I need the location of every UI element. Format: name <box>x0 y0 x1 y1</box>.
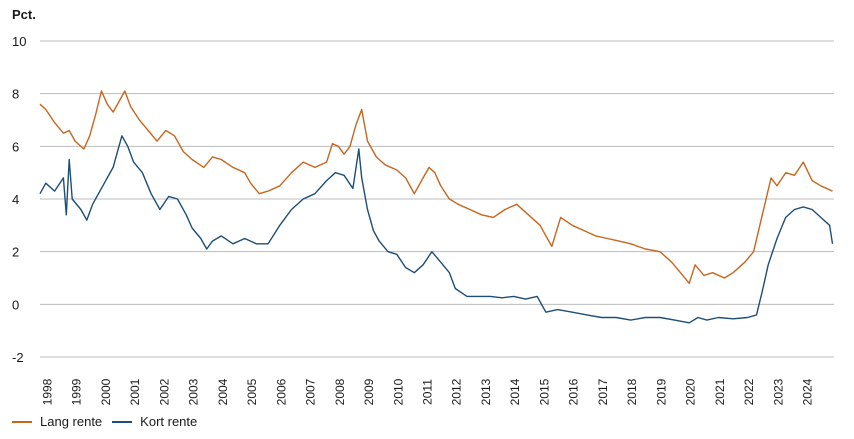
legend-item-lang-rente: Lang rente <box>12 414 102 429</box>
y-tick-label: 8 <box>12 87 19 102</box>
x-tick-label: 2009 <box>362 378 376 405</box>
y-tick-label: 10 <box>12 34 26 49</box>
x-axis-tick-labels: 1998 1999 2000 2001 2002 2003 2004 2005 2006 2007… <box>40 378 814 405</box>
legend-swatch-kort-rente <box>112 420 133 423</box>
x-tick-label: 2010 <box>391 378 405 405</box>
y-axis-unit-label: Pct. <box>12 7 36 22</box>
x-tick-label: 2008 <box>333 378 347 405</box>
series-lines <box>39 90 834 324</box>
x-tick-label: 2012 <box>450 378 464 405</box>
x-tick-label: 2001 <box>128 378 142 405</box>
series-line-kort-rente <box>39 135 834 324</box>
x-tick-label: 2016 <box>567 378 581 405</box>
y-tick-label: 0 <box>12 297 19 312</box>
x-tick-label: 2003 <box>187 378 201 405</box>
x-tick-label: 2018 <box>625 378 639 405</box>
x-tick-label: 2007 <box>304 378 318 405</box>
series-line-lang-rente <box>39 90 833 284</box>
x-tick-label: 2005 <box>245 378 259 405</box>
x-tick-label: 1999 <box>70 378 84 405</box>
legend-item-kort-rente: Kort rente <box>112 414 197 429</box>
x-tick-label: 2019 <box>654 378 668 405</box>
legend: Lang rente Kort rente <box>12 414 197 429</box>
legend-label-kort-rente: Kort rente <box>140 414 198 429</box>
x-tick-label: 2006 <box>274 378 288 405</box>
x-tick-label: 2015 <box>537 378 551 405</box>
x-tick-label: 2020 <box>684 378 698 405</box>
x-tick-label: 1998 <box>40 378 54 405</box>
x-tick-label: 2014 <box>508 378 522 405</box>
legend-label-lang-rente: Lang rente <box>40 414 103 429</box>
y-tick-label: 2 <box>12 245 19 260</box>
x-tick-label: 2021 <box>713 378 727 405</box>
legend-swatch-lang-rente <box>12 420 32 423</box>
x-tick-label: 2013 <box>479 378 493 405</box>
x-tick-label: 2022 <box>742 378 756 405</box>
y-tick-label: 4 <box>12 192 19 207</box>
x-tick-label: 2000 <box>99 378 113 405</box>
y-tick-label: 6 <box>12 139 19 154</box>
x-tick-label: 2004 <box>216 378 230 405</box>
x-tick-label: 2017 <box>596 378 610 405</box>
y-tick-label: -2 <box>12 350 24 365</box>
x-tick-label: 2011 <box>420 379 434 405</box>
x-tick-label: 2023 <box>771 378 785 405</box>
y-axis-tick-labels: -2 0 2 4 6 8 10 <box>12 34 26 365</box>
gridlines <box>40 40 834 358</box>
x-tick-label: 2002 <box>157 378 171 405</box>
x-tick-label: 2024 <box>801 378 815 405</box>
